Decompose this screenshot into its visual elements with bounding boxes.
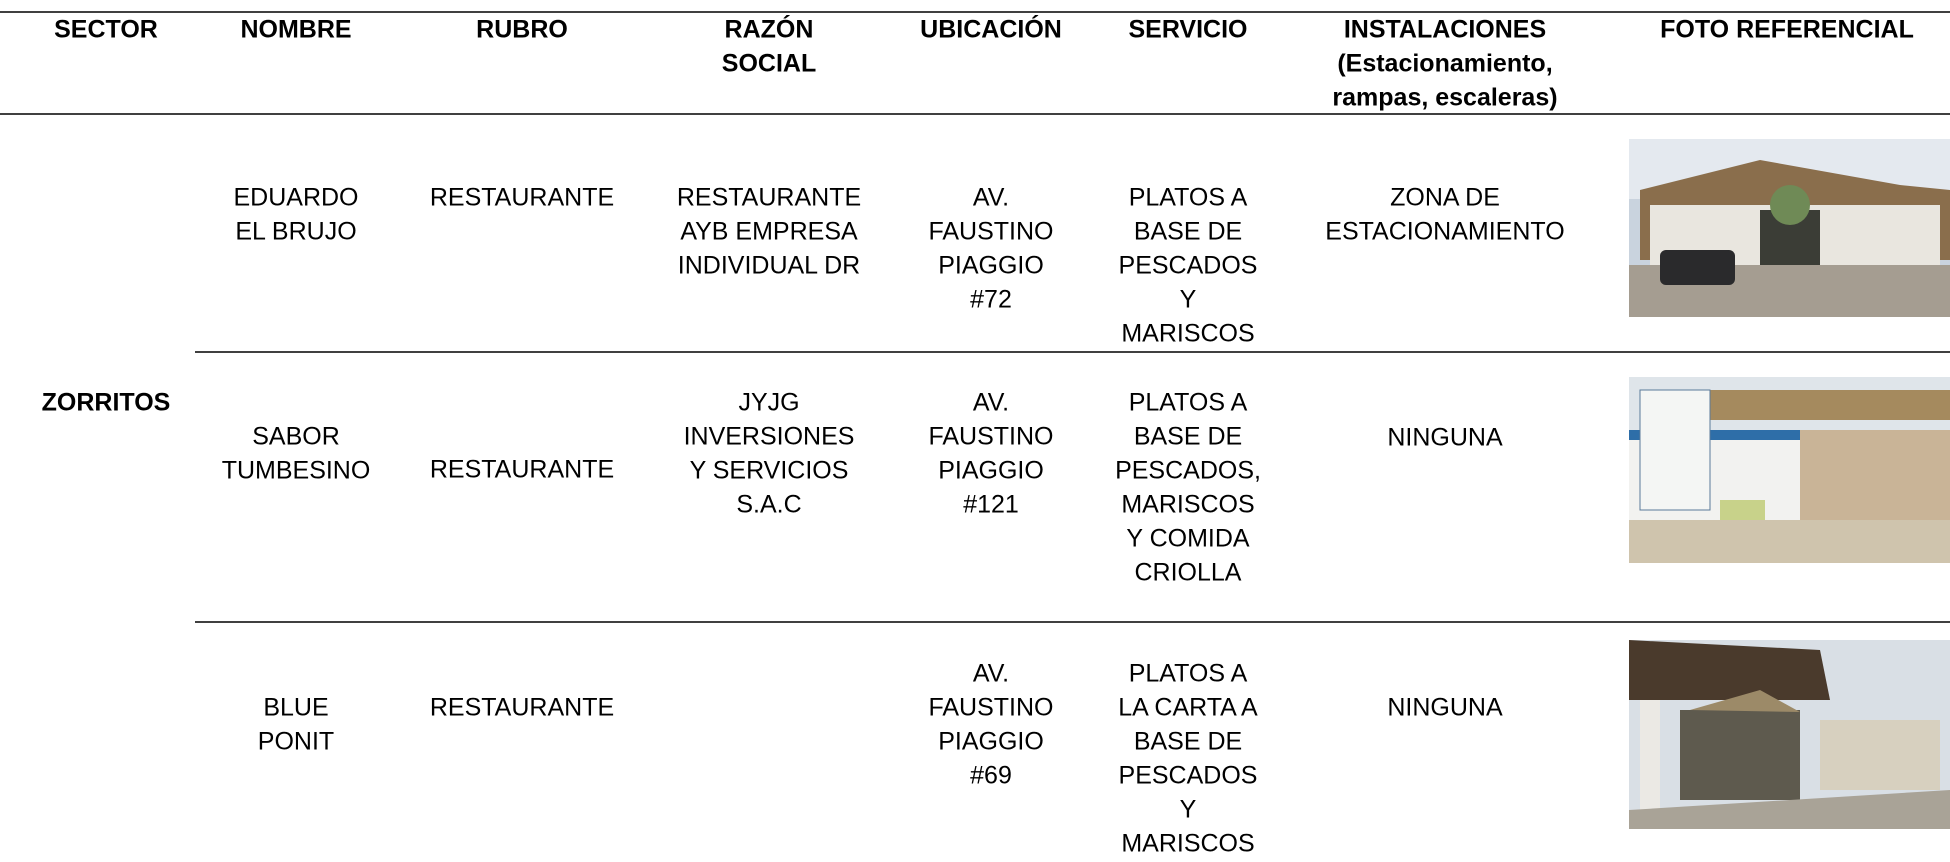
cell: PESCADOS [1119,762,1258,790]
header-cell: RAZÓN [725,14,814,44]
cell: SABOR [252,423,340,451]
cell: MARISCOS [1121,830,1254,857]
cell: PESCADOS [1119,252,1258,280]
cell: RESTAURANTE [430,694,614,722]
cell: MARISCOS [1121,491,1254,519]
cell: Y [1180,286,1197,314]
cell: PIAGGIO [938,728,1044,756]
photo [1629,377,1950,563]
cell: Y COMIDA [1126,525,1249,553]
cell: EL BRUJO [235,218,356,246]
cell: INVERSIONES [684,423,855,451]
cell: AV. [973,184,1009,212]
header-cell: UBICACIÓN [920,14,1062,44]
cell: JYJG [738,389,799,417]
header-cell: INSTALACIONES [1344,16,1546,44]
photo [1629,139,1950,317]
cell: PLATOS A [1129,184,1248,212]
header-cell: SECTOR [54,16,158,44]
cell: ESTACIONAMIENTO [1325,218,1564,246]
cell: Y [1180,796,1197,824]
cell: PESCADOS, [1115,457,1261,485]
header-cell: RUBRO [476,16,568,44]
cell: #69 [970,762,1012,790]
header-cell: FOTO REFERENCIAL [1660,16,1914,44]
header-cell: SOCIAL [722,50,816,78]
photo [1629,640,1950,829]
cell: RESTAURANTE [430,184,614,212]
header-cell: rampas, escaleras) [1332,84,1557,112]
cell: Y SERVICIOS [690,457,849,485]
cell: RESTAURANTE [677,184,861,212]
cell: PIAGGIO [938,252,1044,280]
cell: FAUSTINO [928,423,1053,451]
cell: PLATOS A [1129,660,1248,688]
cell: AV. [973,660,1009,688]
cell: S.A.C [736,491,801,519]
cell: BASE DE [1134,423,1242,451]
cell: ZONA DE [1390,184,1500,212]
cell: FAUSTINO [928,218,1053,246]
cell: PONIT [258,728,334,756]
cell: NINGUNA [1387,424,1503,452]
cell: #121 [963,491,1019,519]
header-cell: (Estacionamiento, [1337,50,1552,78]
cell: AYB EMPRESA [680,218,858,246]
cell: FAUSTINO [928,694,1053,722]
cell: CRIOLLA [1135,559,1242,587]
header-cell: SERVICIO [1128,16,1247,44]
cell: BASE DE [1134,728,1242,756]
sector-cell: ZORRITOS [42,389,171,417]
cell: #72 [970,286,1012,314]
cell: MARISCOS [1121,320,1254,348]
cell: NINGUNA [1387,694,1503,722]
cell: PLATOS A [1129,389,1248,417]
cell: LA CARTA A [1118,694,1258,722]
cell: EDUARDO [233,184,358,212]
cell: RESTAURANTE [430,456,614,484]
cell: BLUE [263,694,328,722]
cell: INDIVIDUAL DR [678,252,860,280]
cell: BASE DE [1134,218,1242,246]
cell: TUMBESINO [222,457,371,485]
header-cell: NOMBRE [240,16,351,44]
cell: AV. [973,389,1009,417]
cell: PIAGGIO [938,457,1044,485]
